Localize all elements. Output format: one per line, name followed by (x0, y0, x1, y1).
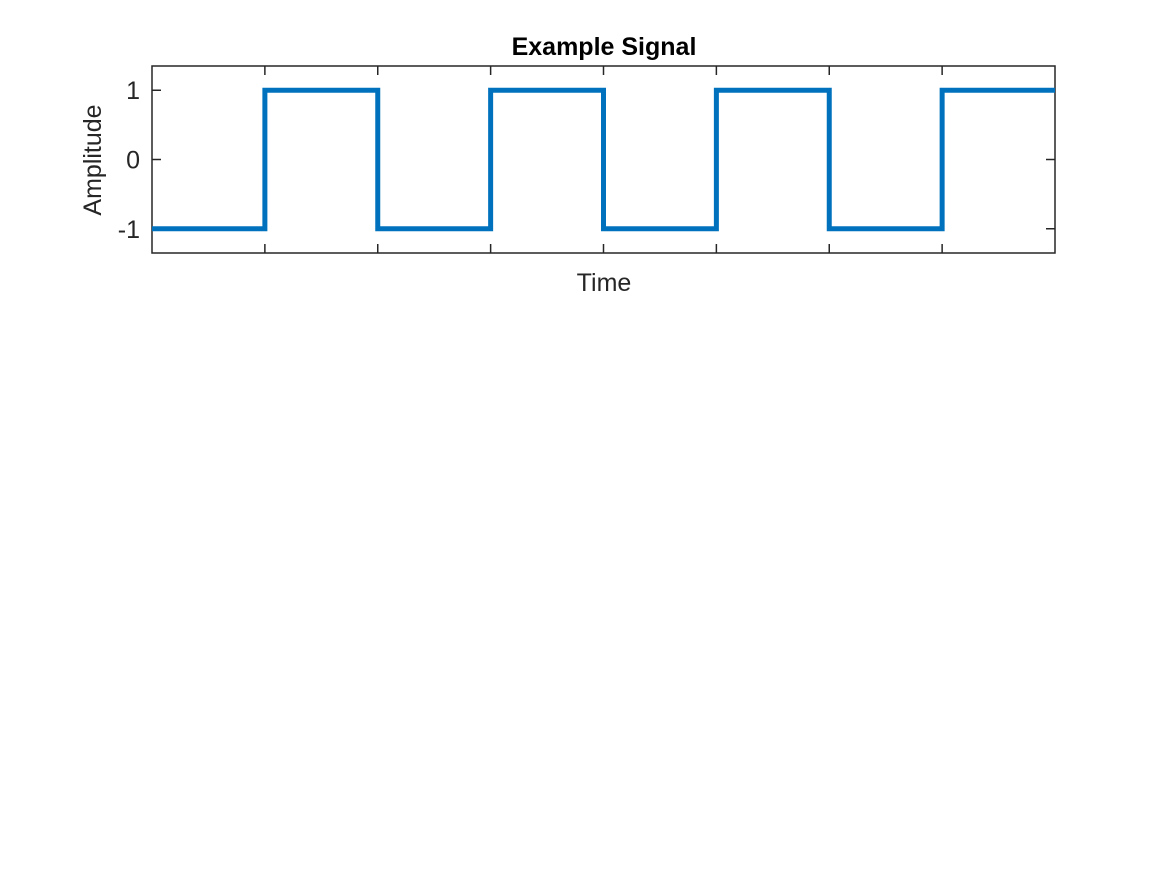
series-line (152, 87, 1055, 232)
chart-title: Example Signal (512, 33, 697, 61)
series-group (152, 87, 1055, 232)
y-tick-label: -1 (118, 216, 140, 244)
x-ticks (264, 66, 943, 253)
y-tick-label: 1 (126, 77, 140, 105)
x-axis-label: Time (577, 269, 632, 297)
y-tick-label: 0 (126, 147, 140, 175)
y-ticks: -1 0 1 (118, 77, 1055, 244)
y-axis-label: Amplitude (79, 104, 107, 215)
